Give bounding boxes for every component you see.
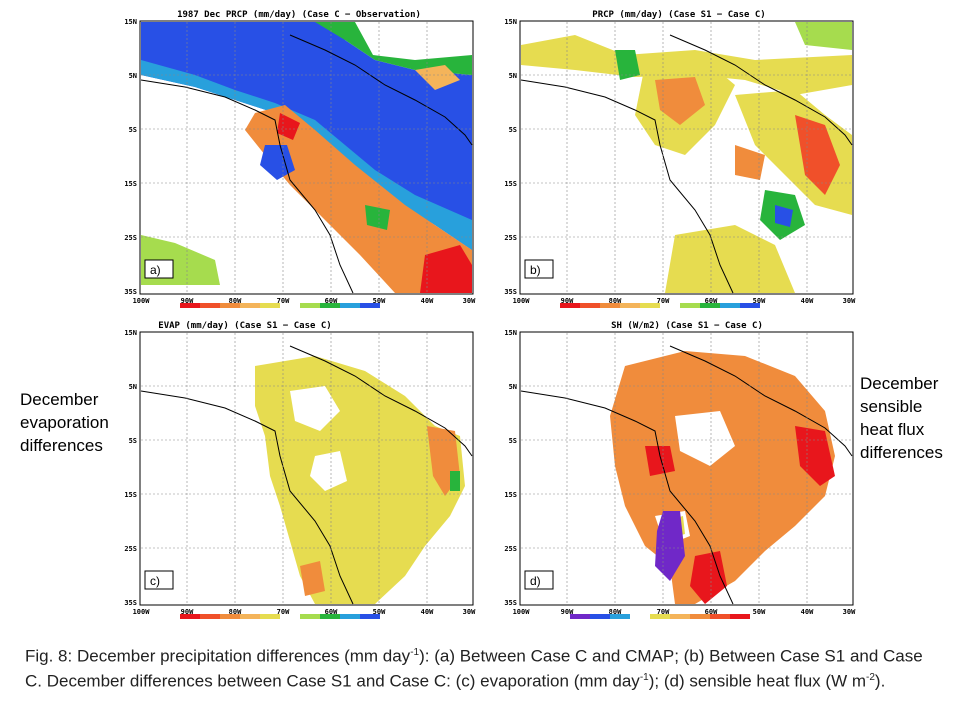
svg-text:40W: 40W	[421, 297, 434, 305]
panel-a: 1987 Dec PRCP (mm/day) (Case C − Observa…	[115, 5, 480, 310]
svg-text:50W: 50W	[373, 297, 386, 305]
svg-text:80W: 80W	[609, 297, 622, 305]
svg-text:70W: 70W	[657, 608, 670, 616]
svg-text:15S: 15S	[504, 180, 517, 188]
svg-text:80W: 80W	[229, 297, 242, 305]
svg-text:90W: 90W	[561, 608, 574, 616]
panel-b-title: PRCP (mm/day) (Case S1 − Case C)	[592, 10, 765, 20]
svg-text:35S: 35S	[504, 599, 517, 607]
svg-text:100W: 100W	[133, 297, 151, 305]
svg-text:35S: 35S	[124, 599, 137, 607]
svg-text:60W: 60W	[705, 608, 718, 616]
side-label-sensible-heat: December sensible heat flux differences	[860, 374, 943, 462]
svg-text:15N: 15N	[124, 329, 137, 337]
svg-text:35S: 35S	[124, 288, 137, 296]
svg-text:30W: 30W	[463, 608, 476, 616]
svg-text:100W: 100W	[513, 297, 531, 305]
svg-text:5N: 5N	[129, 72, 137, 80]
svg-text:70W: 70W	[277, 297, 290, 305]
panel-c: EVAP (mm/day) (Case S1 − Case C) c) 15N …	[115, 316, 480, 621]
svg-text:40W: 40W	[421, 608, 434, 616]
svg-text:15S: 15S	[504, 491, 517, 499]
svg-text:15N: 15N	[124, 18, 137, 26]
svg-text:80W: 80W	[609, 608, 622, 616]
svg-text:5N: 5N	[509, 383, 517, 391]
svg-text:50W: 50W	[373, 608, 386, 616]
lon-ticks: 100W 90W 80W 70W 60W 50W 40W 30W	[133, 297, 477, 305]
svg-text:60W: 60W	[705, 297, 718, 305]
svg-text:70W: 70W	[277, 608, 290, 616]
svg-text:60W: 60W	[325, 608, 338, 616]
side-label-evaporation: December evaporation differences	[20, 390, 109, 455]
svg-text:30W: 30W	[843, 297, 856, 305]
svg-text:100W: 100W	[133, 608, 151, 616]
svg-text:25S: 25S	[124, 234, 137, 242]
svg-text:70W: 70W	[657, 297, 670, 305]
svg-text:40W: 40W	[801, 608, 814, 616]
svg-text:60W: 60W	[325, 297, 338, 305]
svg-text:5N: 5N	[509, 72, 517, 80]
figure-caption: Fig. 8: December precipitation differenc…	[25, 646, 923, 691]
svg-text:15S: 15S	[124, 180, 137, 188]
svg-text:90W: 90W	[181, 297, 194, 305]
lat-ticks: 15N 5N 5S 15S 25S 35S	[504, 18, 517, 296]
colorbar	[570, 614, 750, 619]
svg-text:5N: 5N	[129, 383, 137, 391]
lon-ticks: 100W 90W 80W 70W 60W 50W 40W 30W	[513, 297, 857, 305]
lat-ticks: 15N 5N 5S 15S 25S 35S	[124, 18, 137, 296]
lat-ticks: 15N 5N 5S 15S 25S 35S	[124, 329, 137, 607]
svg-text:90W: 90W	[181, 608, 194, 616]
sensible-heat-negative-region	[655, 511, 685, 581]
lat-ticks: 15N 5N 5S 15S 25S 35S	[504, 329, 517, 607]
panel-c-label: c)	[150, 574, 160, 588]
panel-c-title: EVAP (mm/day) (Case S1 − Case C)	[158, 321, 331, 331]
svg-text:15N: 15N	[504, 329, 517, 337]
svg-text:5S: 5S	[509, 437, 517, 445]
panel-a-label: a)	[150, 263, 161, 277]
panel-b-label: b)	[530, 263, 541, 277]
svg-text:90W: 90W	[561, 297, 574, 305]
panel-a-title: 1987 Dec PRCP (mm/day) (Case C − Observa…	[177, 9, 421, 20]
svg-text:80W: 80W	[229, 608, 242, 616]
svg-text:25S: 25S	[124, 545, 137, 553]
svg-text:50W: 50W	[753, 297, 766, 305]
colorbar	[180, 614, 380, 619]
precip-excess-band	[245, 105, 472, 293]
lon-ticks: 100W 90W 80W 70W 60W 50W 40W 30W	[133, 608, 477, 616]
svg-text:25S: 25S	[504, 234, 517, 242]
svg-text:25S: 25S	[504, 545, 517, 553]
panel-b: PRCP (mm/day) (Case S1 − Case C) b) 15N …	[495, 5, 860, 310]
svg-text:35S: 35S	[504, 288, 517, 296]
panel-d: SH (W/m2) (Case S1 − Case C) d) 15N 5N 5…	[495, 316, 860, 621]
svg-text:5S: 5S	[129, 437, 137, 445]
svg-text:50W: 50W	[753, 608, 766, 616]
svg-text:30W: 30W	[843, 608, 856, 616]
svg-text:5S: 5S	[129, 126, 137, 134]
svg-text:30W: 30W	[463, 297, 476, 305]
svg-text:15S: 15S	[124, 491, 137, 499]
panel-d-label: d)	[530, 574, 541, 588]
colorbar	[180, 303, 380, 308]
svg-text:100W: 100W	[513, 608, 531, 616]
svg-text:5S: 5S	[509, 126, 517, 134]
lon-ticks: 100W 90W 80W 70W 60W 50W 40W 30W	[513, 608, 857, 616]
svg-text:15N: 15N	[504, 18, 517, 26]
panel-d-title: SH (W/m2) (Case S1 − Case C)	[611, 321, 763, 331]
colorbar	[560, 303, 760, 308]
svg-text:40W: 40W	[801, 297, 814, 305]
